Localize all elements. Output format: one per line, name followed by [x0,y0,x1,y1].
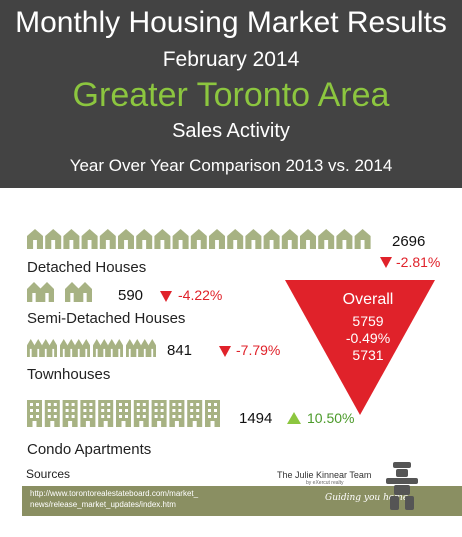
condo-label: Condo Apartments [27,441,152,458]
overall-2013: 5759 [352,313,384,329]
house-icon [209,229,225,249]
house-icon [172,229,189,249]
comparison-label: Year Over Year Comparison 2013 vs. 2014 [69,156,393,175]
semi-value: 590 [118,287,144,304]
down-arrow-icon [160,291,172,302]
semi-house-icon [65,282,79,302]
header-banner: Monthly Housing Market Results February … [0,0,462,188]
townhouse-icon [60,339,68,357]
house-icon [63,229,80,249]
house-icon [45,229,62,249]
house-icon [354,229,371,249]
townhouse-icon [141,339,149,357]
house-icon [118,229,134,249]
area-name: Greater Toronto Area [72,76,390,114]
house-icon [99,229,116,249]
footer-bar [22,486,462,516]
townhouse-icon [148,339,156,357]
townhouse-icon [49,339,57,357]
house-icon [300,229,316,249]
team-subtitle: by eXercut realty [306,480,344,486]
house-icon-row [27,229,371,249]
semi-house-icon [78,282,92,302]
townhouse-icon [115,339,123,357]
townhouse-icon [108,339,116,357]
house-icon [81,229,98,249]
house-icon [318,229,335,249]
townhouse-icon [82,339,90,357]
town-value: 841 [167,342,193,359]
page-title: Monthly Housing Market Results [15,6,447,39]
town-change: -7.79% [236,342,281,358]
condo-building-icon [44,400,60,427]
house-icon [245,229,262,249]
house-icon [263,229,280,249]
down-arrow-icon [219,346,231,357]
sources-url-line2: news/release_market_updates/index.htm [30,500,176,509]
sources-link[interactable]: http://www.torontorealestateboard.com/ma… [30,488,270,510]
town-label: Townhouses [27,366,111,383]
sources-url-line1: http://www.torontorealestateboard.com/ma… [30,489,199,498]
townhouse-icon [75,339,83,357]
townhouse-icon-row [27,339,156,357]
house-icon [227,229,244,249]
condo-building-icon [116,400,131,427]
team-name: The Julie Kinnear Team [277,470,372,480]
condo-building-icon [133,400,149,427]
townhouse-icon [42,339,50,357]
townhouse-icon [67,339,75,357]
condo-change: 10.50% [307,410,355,426]
semi-house-icon [40,282,54,302]
townhouse-icon [34,339,42,357]
detached-label: Detached Houses [27,259,147,276]
condo-building-icon [27,400,42,427]
sources-label: Sources [26,467,71,481]
house-icon [154,229,171,249]
house-icon [190,229,207,249]
condo-value: 1494 [239,410,273,427]
house-icon [336,229,353,249]
townhouse-icon [133,339,141,357]
townhouse-icon [100,339,108,357]
semi-house-icon [27,282,41,302]
up-arrow-icon [287,412,301,424]
condo-building-icon-row [27,400,220,427]
detached-value: 2696 [392,233,426,250]
semi-house-icon-row [27,282,92,302]
tagline: Guiding you home [325,493,409,503]
house-icon [27,229,43,249]
overall-triangle-icon [285,280,435,415]
house-icon [136,229,153,249]
house-icon [281,229,298,249]
townhouse-icon [126,339,134,357]
condo-building-icon [62,400,78,427]
report-date: February 2014 [162,48,300,71]
report-subtitle: Sales Activity [172,120,290,142]
detached-change: -2.81% [396,254,441,270]
condo-building-icon [169,400,185,427]
condo-building-icon [205,400,220,427]
overall-change: -0.49% [345,330,391,346]
overall-label: Overall [342,291,394,308]
down-arrow-icon [380,257,392,268]
townhouse-icon [93,339,101,357]
condo-building-icon [80,400,96,427]
overall-2014: 5731 [352,347,384,363]
semi-change: -4.22% [178,287,223,303]
semi-label: Semi-Detached Houses [27,310,186,327]
condo-building-icon [187,400,203,427]
townhouse-icon [27,339,35,357]
condo-building-icon [151,400,167,427]
condo-building-icon [98,400,114,427]
